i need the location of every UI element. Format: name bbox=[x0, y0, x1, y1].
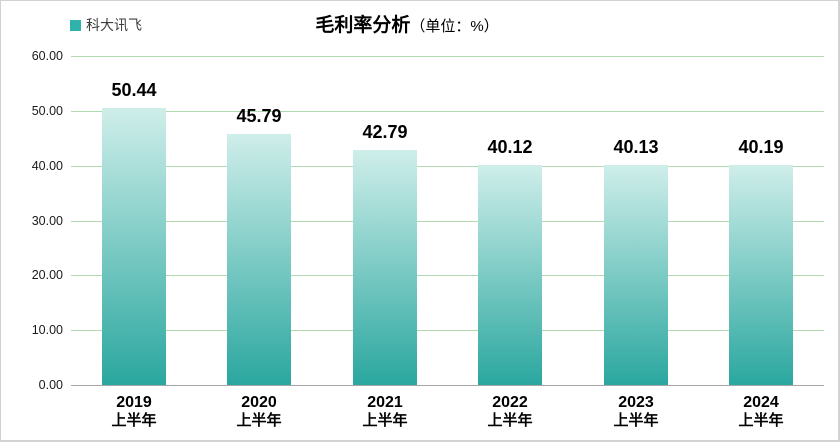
x-axis-sublabel: 上半年 bbox=[738, 412, 784, 429]
x-axis-year-label: 2020 bbox=[241, 394, 277, 411]
y-axis-tick-label: 50.00 bbox=[31, 104, 63, 118]
x-axis-year-label: 2024 bbox=[743, 394, 779, 411]
x-axis-category-label: 2024 上半年 bbox=[701, 394, 821, 430]
bar bbox=[227, 134, 291, 385]
gridline bbox=[71, 111, 824, 112]
x-axis-sublabel: 上半年 bbox=[111, 412, 157, 429]
bar bbox=[353, 150, 417, 385]
x-axis-year-label: 2023 bbox=[618, 394, 654, 411]
gridline bbox=[71, 56, 824, 57]
x-axis-year-label: 2019 bbox=[116, 394, 152, 411]
bar-value-label: 40.12 bbox=[487, 137, 533, 157]
chart-title-main: 毛利率分析 bbox=[315, 15, 411, 36]
x-axis-sublabel: 上半年 bbox=[362, 412, 408, 429]
x-axis-category-label: 2023 上半年 bbox=[576, 394, 696, 430]
bar bbox=[604, 165, 668, 385]
y-axis-tick-label: 40.00 bbox=[31, 159, 63, 173]
bar bbox=[729, 165, 793, 385]
gridline bbox=[71, 221, 824, 222]
x-axis-category-label: 2022 上半年 bbox=[450, 394, 570, 430]
x-axis-category-label: 2019 上半年 bbox=[74, 394, 194, 430]
x-axis-year-label: 2021 bbox=[367, 394, 403, 411]
x-axis-year-label: 2022 bbox=[492, 394, 528, 411]
y-axis-tick-label: 60.00 bbox=[31, 49, 63, 63]
gridline bbox=[71, 275, 824, 276]
x-axis-category-label: 2020 上半年 bbox=[199, 394, 319, 430]
x-axis-category-label: 2021 上半年 bbox=[325, 394, 445, 430]
chart-title-unit: （单位：%） bbox=[410, 18, 499, 35]
gridline bbox=[71, 330, 824, 331]
bar-value-label: 45.79 bbox=[236, 106, 282, 126]
chart-title: 毛利率分析（单位：%） bbox=[1, 10, 813, 37]
gridline bbox=[71, 166, 824, 167]
bar bbox=[478, 165, 542, 385]
bar-value-label: 50.44 bbox=[111, 80, 157, 100]
bar-value-label: 40.19 bbox=[738, 137, 784, 157]
x-axis-sublabel: 上半年 bbox=[487, 412, 533, 429]
legend-series-label: 科大讯飞 bbox=[86, 17, 142, 33]
bar-value-label: 40.13 bbox=[613, 137, 659, 157]
bar bbox=[102, 108, 166, 385]
x-axis-sublabel: 上半年 bbox=[236, 412, 282, 429]
legend: 科大讯飞 bbox=[70, 15, 142, 35]
x-axis-sublabel: 上半年 bbox=[613, 412, 659, 429]
y-axis-tick-label: 10.00 bbox=[31, 323, 63, 337]
bar-value-label: 42.79 bbox=[362, 122, 408, 142]
y-axis-tick-label: 20.00 bbox=[31, 268, 63, 282]
y-axis-tick-label: 30.00 bbox=[31, 214, 63, 228]
y-axis-tick-label: 0.00 bbox=[38, 378, 63, 392]
x-axis-line bbox=[71, 385, 824, 386]
legend-color-swatch-icon bbox=[70, 19, 81, 31]
